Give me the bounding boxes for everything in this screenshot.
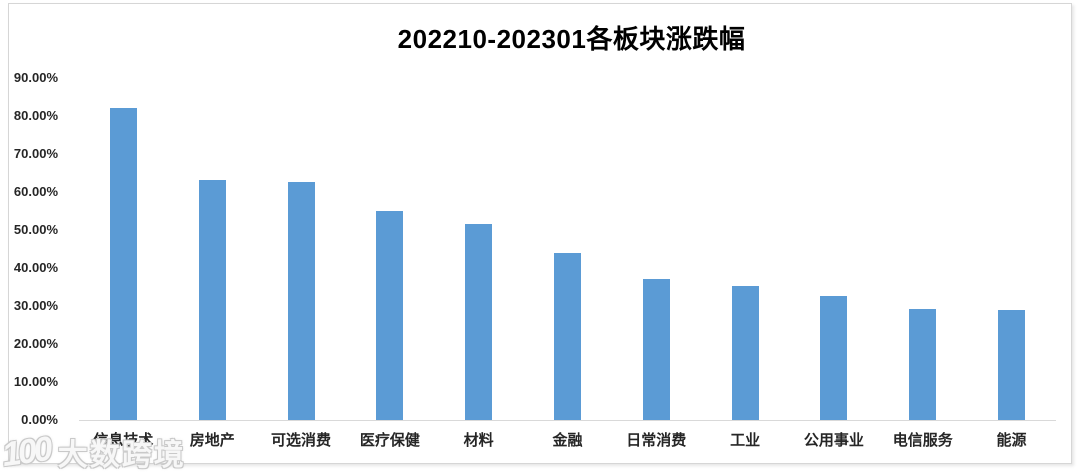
bar-可选消费 <box>287 182 315 420</box>
x-category-label: 金融 <box>552 432 583 449</box>
bar-column-0 <box>79 78 168 420</box>
bar-column-8 <box>790 78 879 420</box>
bar-column-4 <box>434 78 523 420</box>
y-tick-label: 80.00% <box>13 108 58 123</box>
chart-frame: 202210-202301各板块涨跌幅 90.00% 80.00% 70.00% 60… <box>8 3 1072 464</box>
bar-column-7 <box>701 78 790 420</box>
x-category-label: 公用事业 <box>803 432 864 449</box>
bar-日常消费 <box>642 279 670 420</box>
y-tick-label: 90.00% <box>13 70 58 85</box>
plot-area <box>79 78 1056 420</box>
chart-title: 202210-202301各板块涨跌幅 <box>397 24 746 54</box>
bar-工业 <box>731 286 759 420</box>
x-category-label: 能源 <box>996 432 1027 449</box>
x-category-label: 电信服务 <box>892 432 953 449</box>
y-tick-label: 70.00% <box>13 146 58 161</box>
bar-column-3 <box>345 78 434 420</box>
y-tick-label: 20.00% <box>13 336 58 351</box>
bar-column-9 <box>878 78 967 420</box>
x-category-label: 房地产 <box>189 432 235 449</box>
bar-column-1 <box>168 78 257 420</box>
x-category-label: 可选消费 <box>271 432 332 449</box>
y-tick-label: 40.00% <box>13 260 58 275</box>
bar-column-5 <box>523 78 612 420</box>
y-tick-label: 30.00% <box>13 298 58 313</box>
bar-column-10 <box>967 78 1056 420</box>
x-category-label: 信息技术 <box>93 432 154 449</box>
x-category-label: 医疗保健 <box>359 432 420 449</box>
x-axis-line <box>79 420 1056 421</box>
bar-column-6 <box>612 78 701 420</box>
bar-公用事业 <box>820 295 848 420</box>
y-tick-label: 50.00% <box>13 222 58 237</box>
bar-房地产 <box>198 179 226 420</box>
x-category-label: 工业 <box>730 432 761 449</box>
x-category-label: 日常消费 <box>626 432 687 449</box>
x-axis-labels: 信息技术 房地产 可选消费 医疗保健 材料 金融 日常消费 工业 公用事业 电信服务 能源 <box>79 429 1056 450</box>
bar-电信服务 <box>909 308 937 420</box>
x-category-label: 材料 <box>463 432 494 449</box>
y-tick-label: 10.00% <box>13 374 58 389</box>
bar-金融 <box>553 253 581 420</box>
y-tick-label: 0.00% <box>21 412 58 427</box>
y-tick-label: 60.00% <box>13 184 58 199</box>
bar-医疗保健 <box>376 211 404 420</box>
bar-能源 <box>998 310 1026 420</box>
bar-材料 <box>465 223 493 420</box>
bar-信息技术 <box>109 108 137 420</box>
bar-column-2 <box>257 78 346 420</box>
